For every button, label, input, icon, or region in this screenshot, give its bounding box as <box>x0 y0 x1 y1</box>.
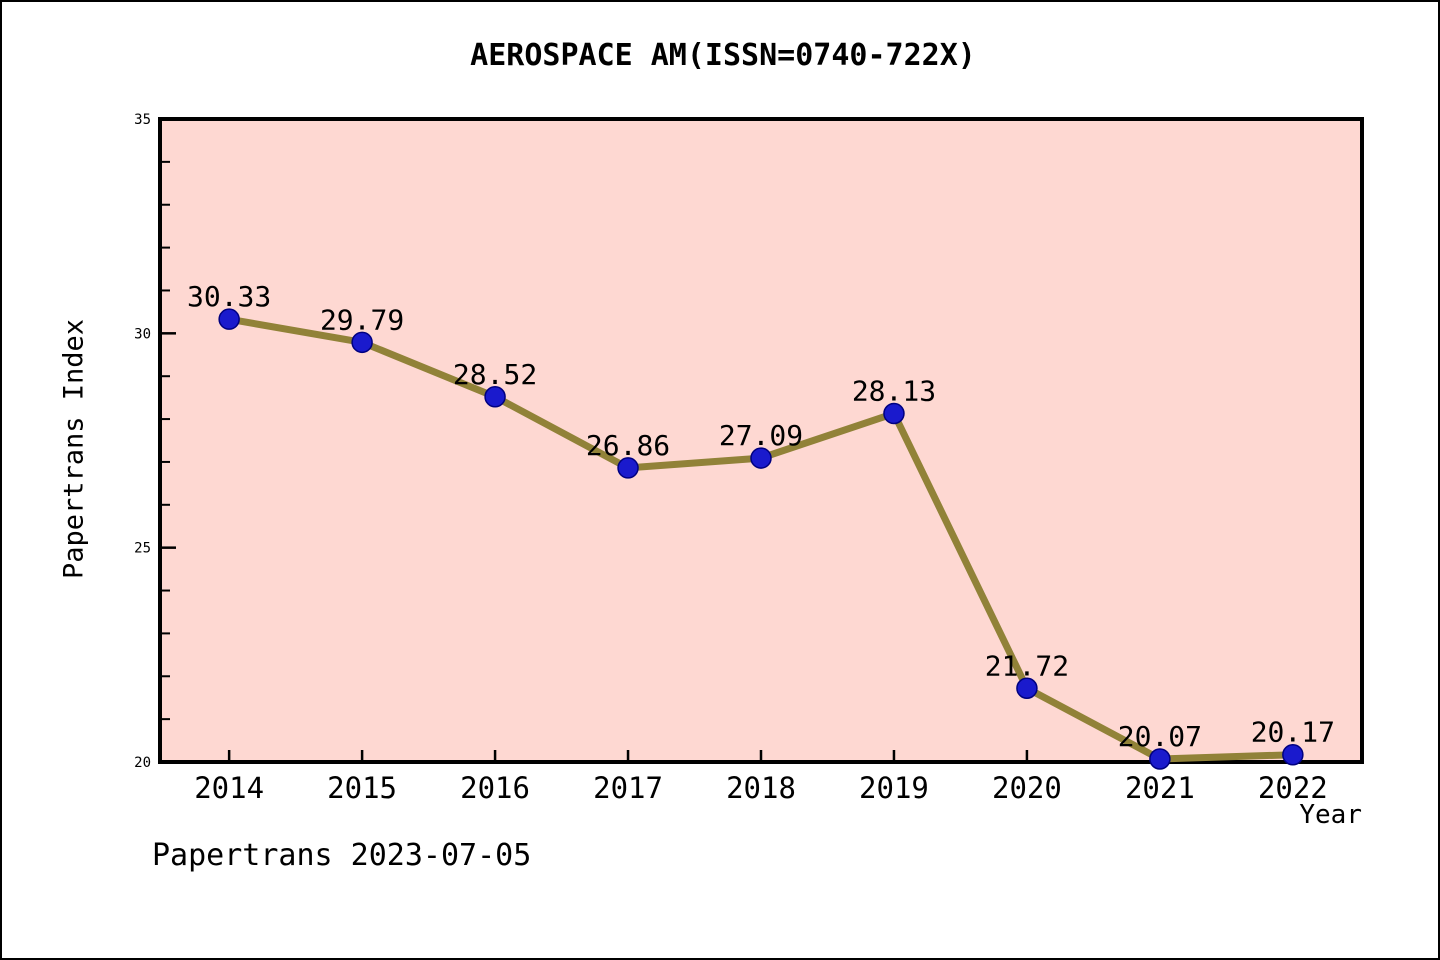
x-tick-label: 2015 <box>327 771 397 805</box>
data-point-label: 30.33 <box>187 280 271 313</box>
data-point-label: 29.79 <box>320 303 404 336</box>
data-point <box>617 457 639 479</box>
x-tick-label: 2019 <box>859 771 929 805</box>
x-tick-label: 2014 <box>194 771 264 805</box>
x-axis-title: Year <box>1299 800 1362 830</box>
data-point <box>484 386 506 408</box>
data-point <box>351 331 373 354</box>
data-point-label: 20.17 <box>1251 716 1335 749</box>
data-point <box>883 402 905 425</box>
y-tick-label: 25 <box>134 541 151 557</box>
x-tick-label: 2017 <box>593 771 663 805</box>
data-point-label: 27.09 <box>719 419 803 452</box>
x-tick-label: 2018 <box>726 771 796 805</box>
y-tick-label: 20 <box>134 755 151 771</box>
data-point <box>218 308 240 330</box>
x-tick-label: 2020 <box>992 771 1062 805</box>
x-tick-label: 2022 <box>1258 771 1328 805</box>
x-tick-label: 2021 <box>1125 771 1195 805</box>
chart-title: AEROSPACE AM(ISSN=0740-722X) <box>470 38 976 73</box>
data-point <box>1282 743 1304 766</box>
data-point <box>1149 748 1171 770</box>
x-tick-label: 2016 <box>460 771 530 805</box>
data-point-label: 20.07 <box>1118 720 1202 753</box>
data-point-label: 26.86 <box>586 429 670 462</box>
plot-area <box>158 117 1364 764</box>
data-point-label: 21.72 <box>985 649 1069 682</box>
y-tick-label: 30 <box>134 326 151 342</box>
data-point-label: 28.13 <box>852 374 936 407</box>
y-tick-label: 35 <box>134 112 151 128</box>
data-point-label: 28.52 <box>453 358 537 391</box>
data-point <box>750 447 772 469</box>
data-point <box>1016 677 1038 700</box>
footer-note: Papertrans 2023-07-05 <box>152 838 532 873</box>
